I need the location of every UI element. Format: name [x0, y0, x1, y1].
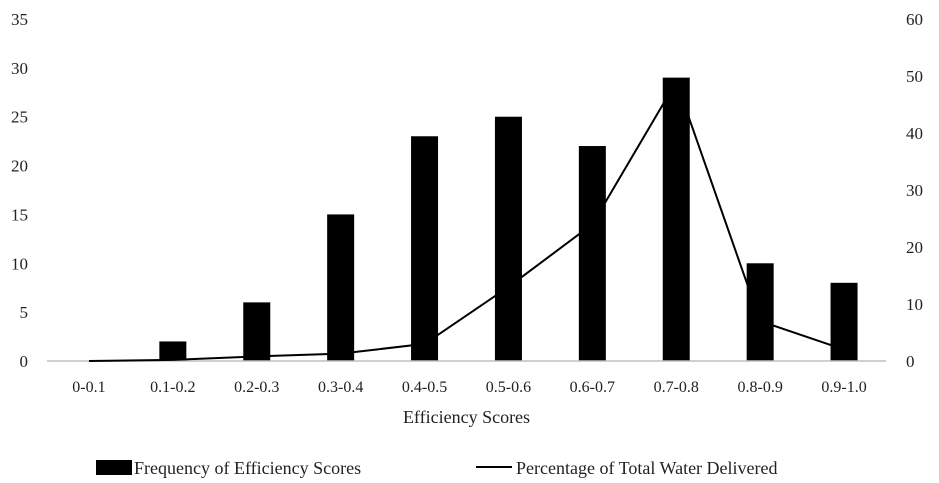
- left-tick-label: 30: [11, 59, 28, 78]
- bar: [159, 341, 187, 361]
- right-tick-label: 10: [906, 295, 923, 314]
- line-series-water-delivered: [88, 79, 845, 362]
- x-tick-label: 0.8-0.9: [737, 379, 782, 396]
- left-tick-label: 35: [11, 10, 28, 29]
- left-tick-label: 15: [11, 205, 28, 224]
- x-axis: 0-0.1 0.1-0.2 0.2-0.3 0.3-0.4 0.4-0.5 0.5-0.6…: [72, 379, 866, 396]
- x-tick-label: 0.9-1.0: [821, 379, 866, 396]
- x-tick-label: 0-0.1: [72, 379, 105, 396]
- right-tick-label: 20: [906, 238, 923, 257]
- x-tick-label: 0.2-0.3: [234, 379, 279, 396]
- x-tick-label: 0.5-0.6: [486, 379, 531, 396]
- left-tick-label: 5: [20, 303, 29, 322]
- x-tick-label: 0.1-0.2: [150, 379, 195, 396]
- left-tick-label: 0: [20, 352, 29, 371]
- left-tick-label: 25: [11, 108, 28, 127]
- legend-bar-label: Frequency of Efficiency Scores: [134, 458, 361, 478]
- bar: [243, 302, 271, 361]
- x-tick-label: 0.4-0.5: [402, 379, 447, 396]
- x-tick-label: 0.3-0.4: [318, 379, 363, 396]
- left-tick-label: 10: [11, 254, 28, 273]
- bar: [494, 116, 522, 361]
- legend: Frequency of Efficiency Scores Percentag…: [96, 458, 778, 478]
- legend-line-label: Percentage of Total Water Delivered: [516, 458, 778, 478]
- right-tick-label: 40: [906, 124, 923, 143]
- right-axis: 0 10 20 30 40 50 60: [906, 10, 923, 371]
- bar-series: [159, 77, 858, 361]
- right-tick-label: 50: [906, 67, 923, 86]
- bar: [830, 282, 858, 361]
- bar: [411, 136, 439, 361]
- legend-bar-swatch: [96, 460, 132, 475]
- bar: [662, 77, 690, 361]
- x-tick-label: 0.7-0.8: [654, 379, 699, 396]
- right-tick-label: 30: [906, 181, 923, 200]
- bar: [746, 263, 774, 361]
- bar: [327, 214, 355, 361]
- right-tick-label: 60: [906, 10, 923, 29]
- x-tick-label: 0.6-0.7: [570, 379, 615, 396]
- right-tick-label: 0: [906, 352, 915, 371]
- bar: [578, 146, 606, 361]
- left-axis: 0 5 10 15 20 25 30 35: [11, 10, 28, 371]
- x-axis-title: Efficiency Scores: [403, 407, 530, 427]
- left-tick-label: 20: [11, 157, 28, 176]
